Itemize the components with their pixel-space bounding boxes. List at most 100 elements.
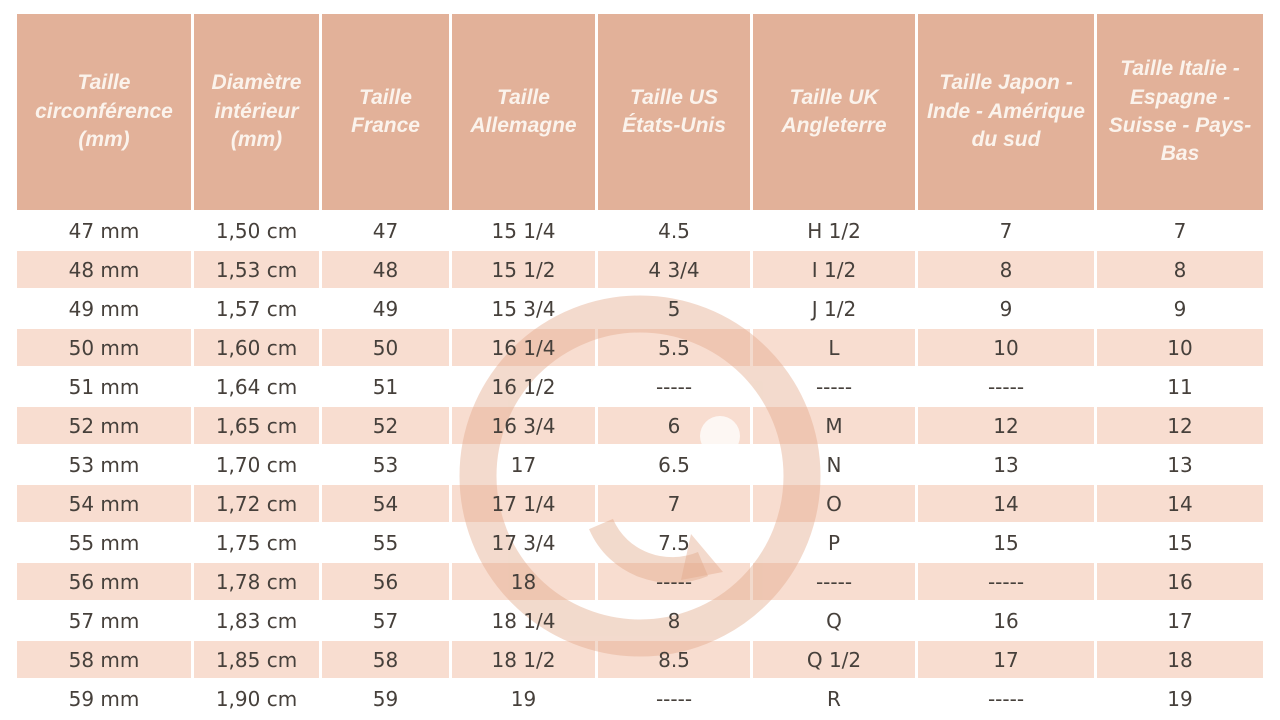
column-header-circonference: Taille circonférence (mm) [17, 14, 191, 210]
table-cell: 58 [322, 641, 449, 678]
cell-value: 8 [667, 608, 681, 633]
table-cell: Q 1/2 [753, 641, 915, 678]
table-header: Taille circonférence (mm) Diamètre intér… [17, 14, 1263, 210]
cell-value: J 1/2 [811, 296, 857, 321]
cell-value: 15 [993, 530, 1019, 555]
table-cell: 48 [322, 251, 449, 288]
table-cell: 53 mm [17, 446, 191, 483]
table-cell: 15 [918, 524, 1094, 561]
table-cell: 5 [598, 290, 750, 327]
table-row: 51 mm 1,64 cm 51 16 1/2 ----- ----- ----- 11 [17, 368, 1263, 405]
table-cell: 8 [1097, 251, 1263, 288]
cell-value: 18 [1167, 647, 1193, 672]
cell-value: 13 [1167, 452, 1193, 477]
table-cell: 18 1/2 [452, 641, 595, 678]
table-cell: ----- [918, 563, 1094, 600]
cell-value: 15 1/2 [491, 257, 556, 282]
table-cell: 1,85 cm [194, 641, 319, 678]
table-cell: 52 mm [17, 407, 191, 444]
column-header-france: Taille France [322, 14, 449, 210]
table-cell: H 1/2 [753, 212, 915, 249]
table-cell: 18 [1097, 641, 1263, 678]
table-cell: 1,50 cm [194, 212, 319, 249]
table-cell: 1,75 cm [194, 524, 319, 561]
cell-value: 14 [993, 491, 1019, 516]
table-cell: ----- [598, 368, 750, 405]
table-cell: 1,64 cm [194, 368, 319, 405]
cell-value: Q 1/2 [806, 647, 862, 672]
table-row: 48 mm 1,53 cm 48 15 1/2 4 3/4 I 1/2 8 8 [17, 251, 1263, 288]
table-header-row: Taille circonférence (mm) Diamètre intér… [17, 14, 1263, 210]
table-row: 57 mm 1,83 cm 57 18 1/4 8 Q 16 17 [17, 602, 1263, 639]
cell-value: 52 [372, 413, 399, 438]
table-cell: 12 [918, 407, 1094, 444]
table-cell: 16 1/4 [452, 329, 595, 366]
cell-value: 10 [993, 335, 1019, 360]
cell-value: 4.5 [658, 218, 690, 243]
column-header-us: Taille US États-Unis [598, 14, 750, 210]
cell-value: N [826, 452, 842, 477]
table-cell: 55 [322, 524, 449, 561]
ring-size-conversion-table-wrap: Taille circonférence (mm) Diamètre intér… [14, 12, 1266, 720]
cell-value: 8 [999, 257, 1013, 282]
cell-value: 5.5 [658, 335, 690, 360]
table-cell: 48 mm [17, 251, 191, 288]
table-cell: 4.5 [598, 212, 750, 249]
table-cell: 59 [322, 680, 449, 717]
cell-value: ----- [655, 686, 693, 711]
cell-value: 1,57 cm [215, 296, 298, 321]
cell-value: 8 [1173, 257, 1187, 282]
ring-size-conversion-table: Taille circonférence (mm) Diamètre intér… [14, 12, 1266, 719]
cell-value: 16 1/4 [491, 335, 556, 360]
table-cell: 17 3/4 [452, 524, 595, 561]
cell-value: 1,64 cm [215, 374, 298, 399]
table-cell: ----- [918, 368, 1094, 405]
table-cell: 1,57 cm [194, 290, 319, 327]
cell-value: ----- [815, 374, 853, 399]
cell-value: 57 [372, 608, 399, 633]
cell-value: 56 mm [68, 569, 140, 594]
table-cell: 47 [322, 212, 449, 249]
table-row: 58 mm 1,85 cm 58 18 1/2 8.5 Q 1/2 17 18 [17, 641, 1263, 678]
cell-value: 10 [1167, 335, 1193, 360]
cell-value: ----- [987, 569, 1025, 594]
table-cell: 19 [1097, 680, 1263, 717]
table-cell: I 1/2 [753, 251, 915, 288]
cell-value: 9 [1173, 296, 1187, 321]
table-row: 52 mm 1,65 cm 52 16 3/4 6 M 12 12 [17, 407, 1263, 444]
table-cell: 17 [918, 641, 1094, 678]
cell-value: 49 mm [68, 296, 140, 321]
table-row: 59 mm 1,90 cm 59 19 ----- R ----- 19 [17, 680, 1263, 717]
cell-value: 17 [510, 452, 537, 477]
table-cell: 6.5 [598, 446, 750, 483]
table-row: 56 mm 1,78 cm 56 18 ----- ----- ----- 16 [17, 563, 1263, 600]
table-cell: ----- [918, 680, 1094, 717]
cell-value: 15 3/4 [491, 296, 556, 321]
cell-value: 1,50 cm [215, 218, 298, 243]
cell-value: 58 mm [68, 647, 140, 672]
cell-value: 1,72 cm [215, 491, 298, 516]
cell-value: 17 1/4 [491, 491, 556, 516]
cell-value: 7 [999, 218, 1013, 243]
table-cell: 1,90 cm [194, 680, 319, 717]
table-cell: 52 [322, 407, 449, 444]
cell-value: 7 [667, 491, 681, 516]
cell-value: 47 mm [68, 218, 140, 243]
table-cell: 56 mm [17, 563, 191, 600]
cell-value: 1,78 cm [215, 569, 298, 594]
table-cell: 14 [1097, 485, 1263, 522]
cell-value: 58 [372, 647, 399, 672]
table-cell: 18 [452, 563, 595, 600]
table-cell: 51 mm [17, 368, 191, 405]
cell-value: 15 1/4 [491, 218, 556, 243]
cell-value: 18 [510, 569, 537, 594]
cell-value: 52 mm [68, 413, 140, 438]
table-cell: 8 [598, 602, 750, 639]
cell-value: 49 [372, 296, 399, 321]
table-cell: M [753, 407, 915, 444]
cell-value: 55 mm [68, 530, 140, 555]
cell-value: 48 [372, 257, 399, 282]
cell-value: ----- [815, 569, 853, 594]
cell-value: 6 [667, 413, 681, 438]
cell-value: P [827, 530, 841, 555]
